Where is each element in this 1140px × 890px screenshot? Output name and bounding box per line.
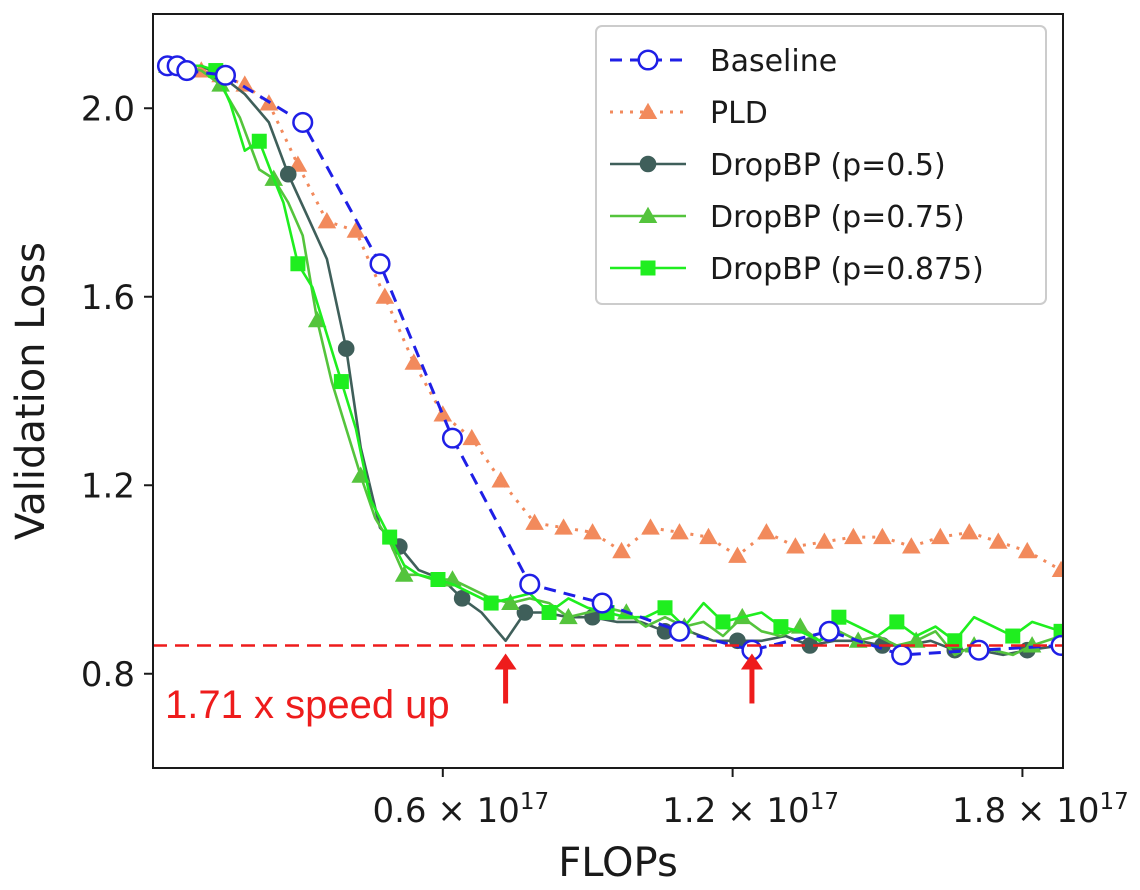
data-point-baseline [591,592,613,614]
data-point-dropbp-p-0-875 [541,604,557,620]
data-point-dropbp-p-0-875 [657,600,673,616]
data-point-baseline [968,639,990,661]
data-point-pld [583,523,602,540]
y-tick-label: 2.0 [81,89,135,129]
data-point-dropbp-p-0-5 [516,604,534,621]
y-axis-title: Validation Loss [8,242,54,540]
legend-marker-dropbp-p-0-875 [640,260,656,276]
data-point-pld [959,523,979,540]
legend-label-dropbp-p-0-75: DropBP (p=0.75) [710,200,965,235]
data-point-pld [491,471,511,488]
series-baseline [156,55,1063,666]
data-point-baseline [176,60,198,82]
legend-box [595,25,1047,305]
y-axis-ticks: 0.8 1.2 1.6 2.0 [81,89,153,695]
data-point-dropbp-p-0-5 [453,590,471,607]
data-point-pld [786,537,805,554]
data-point-dropbp-p-0-5 [279,165,297,183]
data-point-pld [641,518,660,535]
data-point-dropbp-p-0-875 [382,529,398,545]
legend-marker-dropbp-p-0-5 [639,155,657,173]
data-point-pld [404,353,424,370]
legend-label-dropbp-p-0-5: DropBP (p=0.5) [710,148,946,183]
data-point-pld [757,523,776,540]
x-tick-label: 0.6 × 1017 [372,789,549,831]
data-point-baseline [519,573,541,595]
speedup-annotation: 1.71 x speed up [165,683,450,727]
legend-marker-dropbp-p-0-75 [638,206,658,223]
data-point-pld [1051,560,1063,578]
data-point-pld [317,212,337,229]
legend-marker-baseline [637,49,659,71]
data-point-dropbp-p-0-875 [430,572,446,587]
x-tick-label: 1.2 × 1017 [662,789,839,831]
data-point-pld [462,428,482,446]
data-point-baseline [369,253,391,275]
data-point-pld [235,75,255,92]
data-point-pld [902,537,921,554]
data-point-pld [433,405,453,422]
data-point-dropbp-p-0-75 [906,631,926,648]
data-point-pld [612,541,631,559]
series-line-pld [167,64,1062,572]
data-point-dropbp-p-0-875 [290,256,306,272]
data-point-pld [670,523,689,540]
legend-label-dropbp-p-0-875: DropBP (p=0.875) [710,252,984,287]
data-point-pld [728,546,747,563]
legend-entry-dropbp-p-0-75: DropBP (p=0.75) [610,200,965,235]
data-point-baseline [441,427,464,449]
x-axis-ticks: 0.6 × 1017 1.2 × 1017 1.8 × 1017 [372,768,1129,831]
data-point-dropbp-p-0-75 [307,311,327,328]
data-point-dropbp-p-0-875 [333,374,349,390]
data-point-pld [346,221,366,238]
data-point-pld [554,518,573,535]
legend-entry-dropbp-p-0-5: DropBP (p=0.5) [610,148,946,183]
legend: Baseline PLD DropBP (p=0.5) DropBP (p=0.75)… [595,25,1047,305]
data-point-dropbp-p-0-875 [715,614,731,630]
plot-area-frame [152,13,1064,769]
data-point-pld [988,532,1008,549]
legend-entry-baseline: Baseline [610,44,837,79]
speedup-arrow [494,653,517,704]
data-point-pld [931,527,950,545]
data-point-pld [844,527,863,545]
data-point-dropbp-p-0-875 [251,133,267,149]
x-axis-title: FLOPs [558,840,678,886]
series-line-dropbp-p-0-75 [167,64,1062,657]
data-point-pld [873,527,892,545]
data-point-pld [525,513,544,530]
data-point-dropbp-p-0-75 [501,593,520,611]
y-tick-label: 1.2 [81,466,135,506]
data-point-dropbp-p-0-75 [394,565,414,582]
data-point-dropbp-p-0-875 [831,609,847,625]
legend-label-pld: PLD [710,96,768,131]
x-tick-label: 1.8 × 1017 [952,789,1129,831]
data-point-dropbp-p-0-75 [559,607,578,625]
y-tick-label: 1.6 [81,278,135,318]
data-point-baseline [214,64,237,86]
data-point-dropbp-p-0-875 [1053,623,1063,639]
speedup-arrows [494,653,763,704]
legend-label-baseline: Baseline [710,44,837,79]
speedup-arrow [740,653,763,704]
data-point-dropbp-p-0-875 [483,595,499,611]
data-point-baseline [292,111,314,133]
data-point-baseline [818,620,840,642]
data-point-pld [375,287,395,304]
data-point-pld [699,527,718,545]
data-point-baseline [891,644,913,666]
data-point-dropbp-p-0-875 [889,614,905,630]
data-point-dropbp-p-0-875 [1005,628,1021,644]
y-tick-label: 0.8 [81,655,135,695]
data-point-pld [1017,541,1037,559]
legend-marker-pld [638,102,658,119]
data-point-dropbp-p-0-875 [773,619,789,635]
legend-entry-dropbp-p-0-875: DropBP (p=0.875) [610,252,984,287]
data-point-baseline [668,620,691,642]
legend-entry-pld: PLD [610,96,768,131]
data-point-pld [815,532,834,549]
data-point-dropbp-p-0-5 [337,340,355,357]
